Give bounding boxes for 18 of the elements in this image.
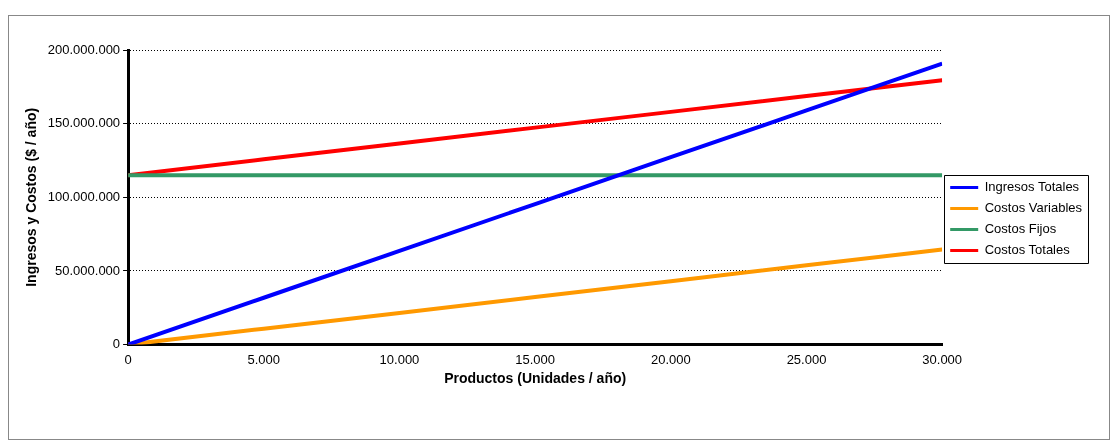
legend-label: Costos Fijos — [984, 221, 1057, 237]
x-tick-label: 15.000 — [515, 351, 556, 367]
legend-label: Costos Totales — [984, 242, 1071, 258]
y-tick-label: 0 — [112, 336, 121, 352]
y-tick-label: 100.000.000 — [47, 188, 121, 204]
y-tick-label: 150.000.000 — [47, 115, 121, 131]
y-tick-label: 200.000.000 — [47, 41, 121, 57]
x-tick-label: 0 — [124, 351, 132, 367]
x-tick-label: 25.000 — [786, 351, 827, 367]
legend-label: Ingresos Totales — [984, 179, 1080, 195]
x-tick-label: 30.000 — [922, 351, 963, 367]
x-axis-title: Productos (Unidades / año) — [444, 370, 627, 387]
x-tick-label: 5.000 — [247, 351, 281, 367]
x-tick-label: 20.000 — [650, 351, 691, 367]
y-tick-label: 50.000.000 — [55, 262, 121, 278]
legend-label: Costos Variables — [984, 200, 1083, 216]
y-axis-title: Ingresos y Costos ($ / año) — [23, 107, 40, 287]
x-tick-label: 10.000 — [379, 351, 420, 367]
